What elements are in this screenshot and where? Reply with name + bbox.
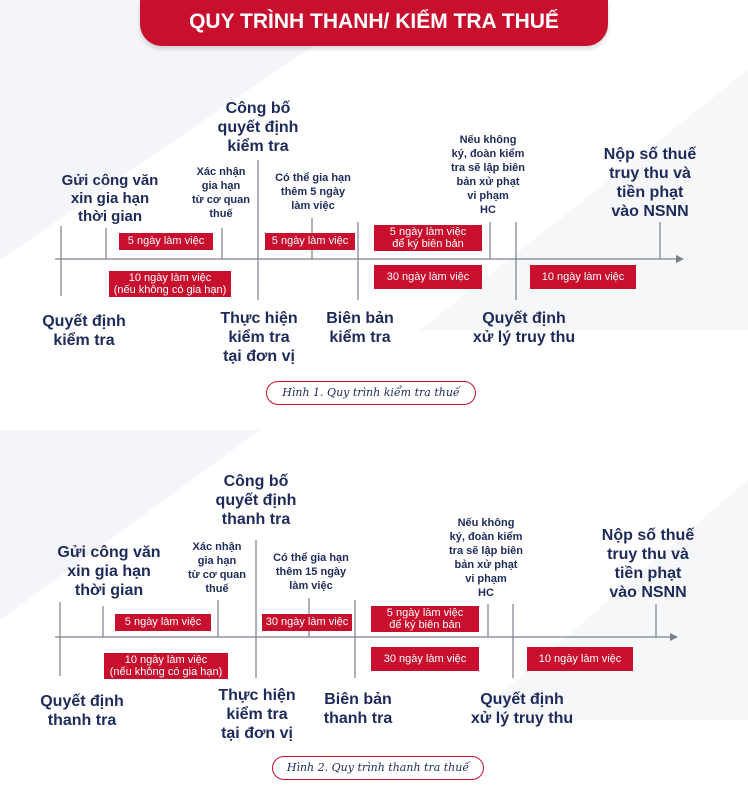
label2-xu-ly-truy-thu: Quyết định xử lý truy thu <box>470 691 574 727</box>
box-5-ngay-2 <box>265 233 355 250</box>
label-nop-so-thue: Nộp số thuế truy thu và tiền phạt vào NS… <box>603 146 697 220</box>
box-text-30-ngay: 30 ngày làm việc <box>386 271 470 283</box>
label-thuc-hien: Thực hiện kiểm tra tại đơn vị <box>220 310 298 365</box>
box-30-ngay <box>374 265 482 289</box>
box-ky-bien-ban <box>374 225 482 251</box>
box2-text-10-ngay-2: 10 ngày làm việc <box>538 653 622 665</box>
label-xu-ly-truy-thu: Quyết định xử lý truy thu <box>472 310 576 346</box>
box2-text-10-ngay: 10 ngày làm việc (nếu không có gia hạn) <box>109 654 223 678</box>
box-text-5-ngay-2: 5 ngày làm việc <box>271 235 349 247</box>
arrow-head-icon <box>676 255 684 263</box>
label2-gui-cong-van: Gửi công văn xin gia hạn thời gian <box>57 544 161 599</box>
box2-5-ngay-1 <box>115 614 211 631</box>
arrow-head-icon-2 <box>670 633 678 641</box>
box-10-ngay <box>109 271 231 297</box>
box-text-10-ngay: 10 ngày làm việc (nếu không có gia hạn) <box>113 272 227 296</box>
box2-30-ngay-2 <box>371 647 479 671</box>
box2-text-5-ngay-1: 5 ngày làm việc <box>124 616 202 628</box>
caption-hinh-1: Hình 1. Quy trình kiểm tra thuế <box>266 381 476 405</box>
label-co-the-gia-han: Có thể gia hạn thêm 5 ngày làm việc <box>275 172 351 212</box>
box2-30-ngay-1 <box>262 614 352 631</box>
label2-cong-bo: Công bố quyết định thanh tra <box>215 473 297 528</box>
label2-quyet-dinh-thanh-tra: Quyết định thanh tra <box>40 693 124 729</box>
label-neu-khong-ky: Nếu không ký, đoàn kiểm tra sẽ lập biên … <box>451 134 525 216</box>
box-text-5-ngay-1: 5 ngày làm việc <box>127 235 205 247</box>
label2-xac-nhan: Xác nhận gia hạn từ cơ quan thuế <box>188 541 246 595</box>
page-title: QUY TRÌNH THANH/ KIỂM TRA THUẾ <box>140 0 608 46</box>
label-quyet-dinh-kiem-tra: Quyết định kiểm tra <box>42 313 126 349</box>
label2-co-the-gia-han: Có thể gia hạn thêm 15 ngày làm việc <box>273 552 349 592</box>
box2-text-ky-bien-ban: 5 ngày làm việc để ký biên bản <box>386 607 464 631</box>
box2-text-30-ngay-1: 30 ngày làm việc <box>265 616 349 628</box>
box2-text-30-ngay-2: 30 ngày làm việc <box>383 653 467 665</box>
label-bien-ban: Biên bản kiểm tra <box>326 310 394 346</box>
label2-thuc-hien: Thực hiện kiểm tra tại đơn vị <box>218 687 296 742</box>
label-xac-nhan: Xác nhận gia hạn từ cơ quan thuế <box>192 166 250 220</box>
box-text-10-ngay-2: 10 ngày làm việc <box>541 271 625 283</box>
label2-bien-ban: Biên bản thanh tra <box>323 691 393 727</box>
box-10-ngay-2 <box>530 265 636 289</box>
box2-10-ngay-2 <box>527 647 633 671</box>
label2-nop-so-thue: Nộp số thuế truy thu và tiền phạt vào NS… <box>601 527 695 601</box>
box2-10-ngay <box>104 653 228 679</box>
box2-ky-bien-ban <box>371 606 479 632</box>
label-cong-bo: Công bố quyết định kiểm tra <box>217 100 299 155</box>
box-text-ky-bien-ban: 5 ngày làm việc để ký biên bản <box>389 226 467 250</box>
label2-neu-khong-ky: Nếu không ký, đoàn kiểm tra sẽ lập biên … <box>449 517 523 599</box>
label-gui-cong-van: Gửi công văn xin gia hạn thời gian <box>61 172 159 225</box>
box-5-ngay-1 <box>119 233 213 250</box>
caption-hinh-2: Hình 2. Quy trình thanh tra thuế <box>272 756 484 780</box>
